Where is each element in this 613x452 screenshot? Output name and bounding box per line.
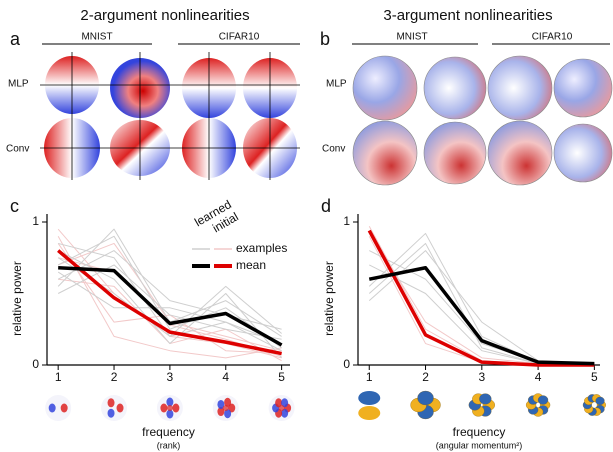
y-tick-label: 1 xyxy=(32,214,39,228)
x-tick-label: 2 xyxy=(111,370,118,384)
panel-letter: d xyxy=(321,196,331,216)
icon-bg xyxy=(45,395,72,421)
icon-lobe xyxy=(281,398,289,408)
series-line xyxy=(57,235,282,349)
basis-icon xyxy=(45,395,72,421)
icon-center xyxy=(278,405,285,411)
icon-lobe xyxy=(107,408,115,418)
column-label: CIFAR10 xyxy=(219,32,260,43)
row-label: Conv xyxy=(6,144,29,155)
y-tick-label: 0 xyxy=(32,357,39,371)
icon-lobe xyxy=(228,403,236,413)
panel-letter: b xyxy=(320,29,330,49)
sphere-grid xyxy=(352,55,613,186)
basis-icon xyxy=(268,395,295,421)
icon-lobe xyxy=(358,391,381,405)
icon-lobe xyxy=(281,408,289,418)
icon-lobe xyxy=(160,403,168,413)
x-tick-label: 1 xyxy=(366,370,373,384)
panel-title: 3-argument nonlinearities xyxy=(383,7,552,24)
icon-lobe xyxy=(595,396,605,406)
basis-icon xyxy=(212,395,239,421)
x-tick-label: 1 xyxy=(55,370,62,384)
column-label: MNIST xyxy=(81,32,112,43)
y-axis-label: relative power xyxy=(322,261,336,336)
basis-icon xyxy=(358,391,381,420)
icon-lobe xyxy=(60,403,68,413)
x-tick-label: 2 xyxy=(422,370,429,384)
basis-icon xyxy=(156,395,183,421)
x-axis-label: frequency xyxy=(453,425,506,439)
icon-lobe xyxy=(116,403,124,413)
icon-lobe xyxy=(107,398,115,408)
x-axis-sublabel: (angular momentum²) xyxy=(436,440,523,450)
heatmap-grid xyxy=(40,52,300,180)
x-tick-label: 3 xyxy=(478,370,485,384)
icon-lobe xyxy=(358,406,381,420)
column-label: MNIST xyxy=(396,32,427,43)
basis-icon xyxy=(582,394,606,416)
icon-lobe xyxy=(224,397,232,407)
series-line xyxy=(57,236,282,359)
x-axis-label: frequency xyxy=(142,425,195,439)
x-tick-label: 5 xyxy=(591,370,598,384)
series-line xyxy=(57,249,282,356)
basis-icon xyxy=(525,393,551,417)
x-tick-label: 3 xyxy=(167,370,174,384)
y-tick-label: 1 xyxy=(343,214,350,228)
icon-lobe xyxy=(172,403,180,413)
x-tick-label: 4 xyxy=(535,370,542,384)
panel-title: 2-argument nonlinearities xyxy=(80,7,249,24)
series-line xyxy=(57,264,282,340)
icon-center xyxy=(222,405,229,411)
legend-row: mean xyxy=(236,258,266,272)
series-line xyxy=(367,229,595,367)
icon-bg xyxy=(101,395,128,421)
series-line xyxy=(368,232,595,366)
icon-lobe xyxy=(166,397,174,407)
icon-lobe xyxy=(224,409,232,419)
series-line xyxy=(368,266,595,366)
icon-lobe xyxy=(217,399,225,409)
icon-lobe xyxy=(537,395,549,405)
x-tick-label: 5 xyxy=(278,370,285,384)
icon-lobe xyxy=(417,390,434,406)
series-line xyxy=(368,236,595,366)
basis-icon xyxy=(468,393,495,417)
x-axis-sublabel: (rank) xyxy=(157,440,181,450)
series-line xyxy=(57,271,282,345)
row-label: Conv xyxy=(322,144,345,155)
row-label: MLP xyxy=(8,79,29,90)
series-line xyxy=(369,264,595,366)
icon-lobe xyxy=(48,403,56,413)
icon-center xyxy=(166,405,173,411)
series-line xyxy=(57,250,282,330)
basis-icon xyxy=(410,390,441,420)
icon-lobe xyxy=(166,409,174,419)
y-axis-label: relative power xyxy=(10,261,24,336)
legend-row: examples xyxy=(236,241,287,255)
icon-lobe xyxy=(479,393,492,405)
panel-letter: a xyxy=(10,29,21,49)
series-line xyxy=(58,266,283,347)
icon-lobe xyxy=(275,398,283,408)
series-line xyxy=(58,242,282,337)
series-line xyxy=(368,231,595,366)
x-tick-label: 4 xyxy=(222,370,229,384)
icon-lobe xyxy=(217,407,225,417)
y-tick-label: 0 xyxy=(343,357,350,371)
panel-letter: c xyxy=(10,196,19,216)
series-line xyxy=(368,242,595,366)
basis-icon xyxy=(101,395,128,421)
column-label: CIFAR10 xyxy=(532,32,573,43)
row-label: MLP xyxy=(326,79,347,90)
